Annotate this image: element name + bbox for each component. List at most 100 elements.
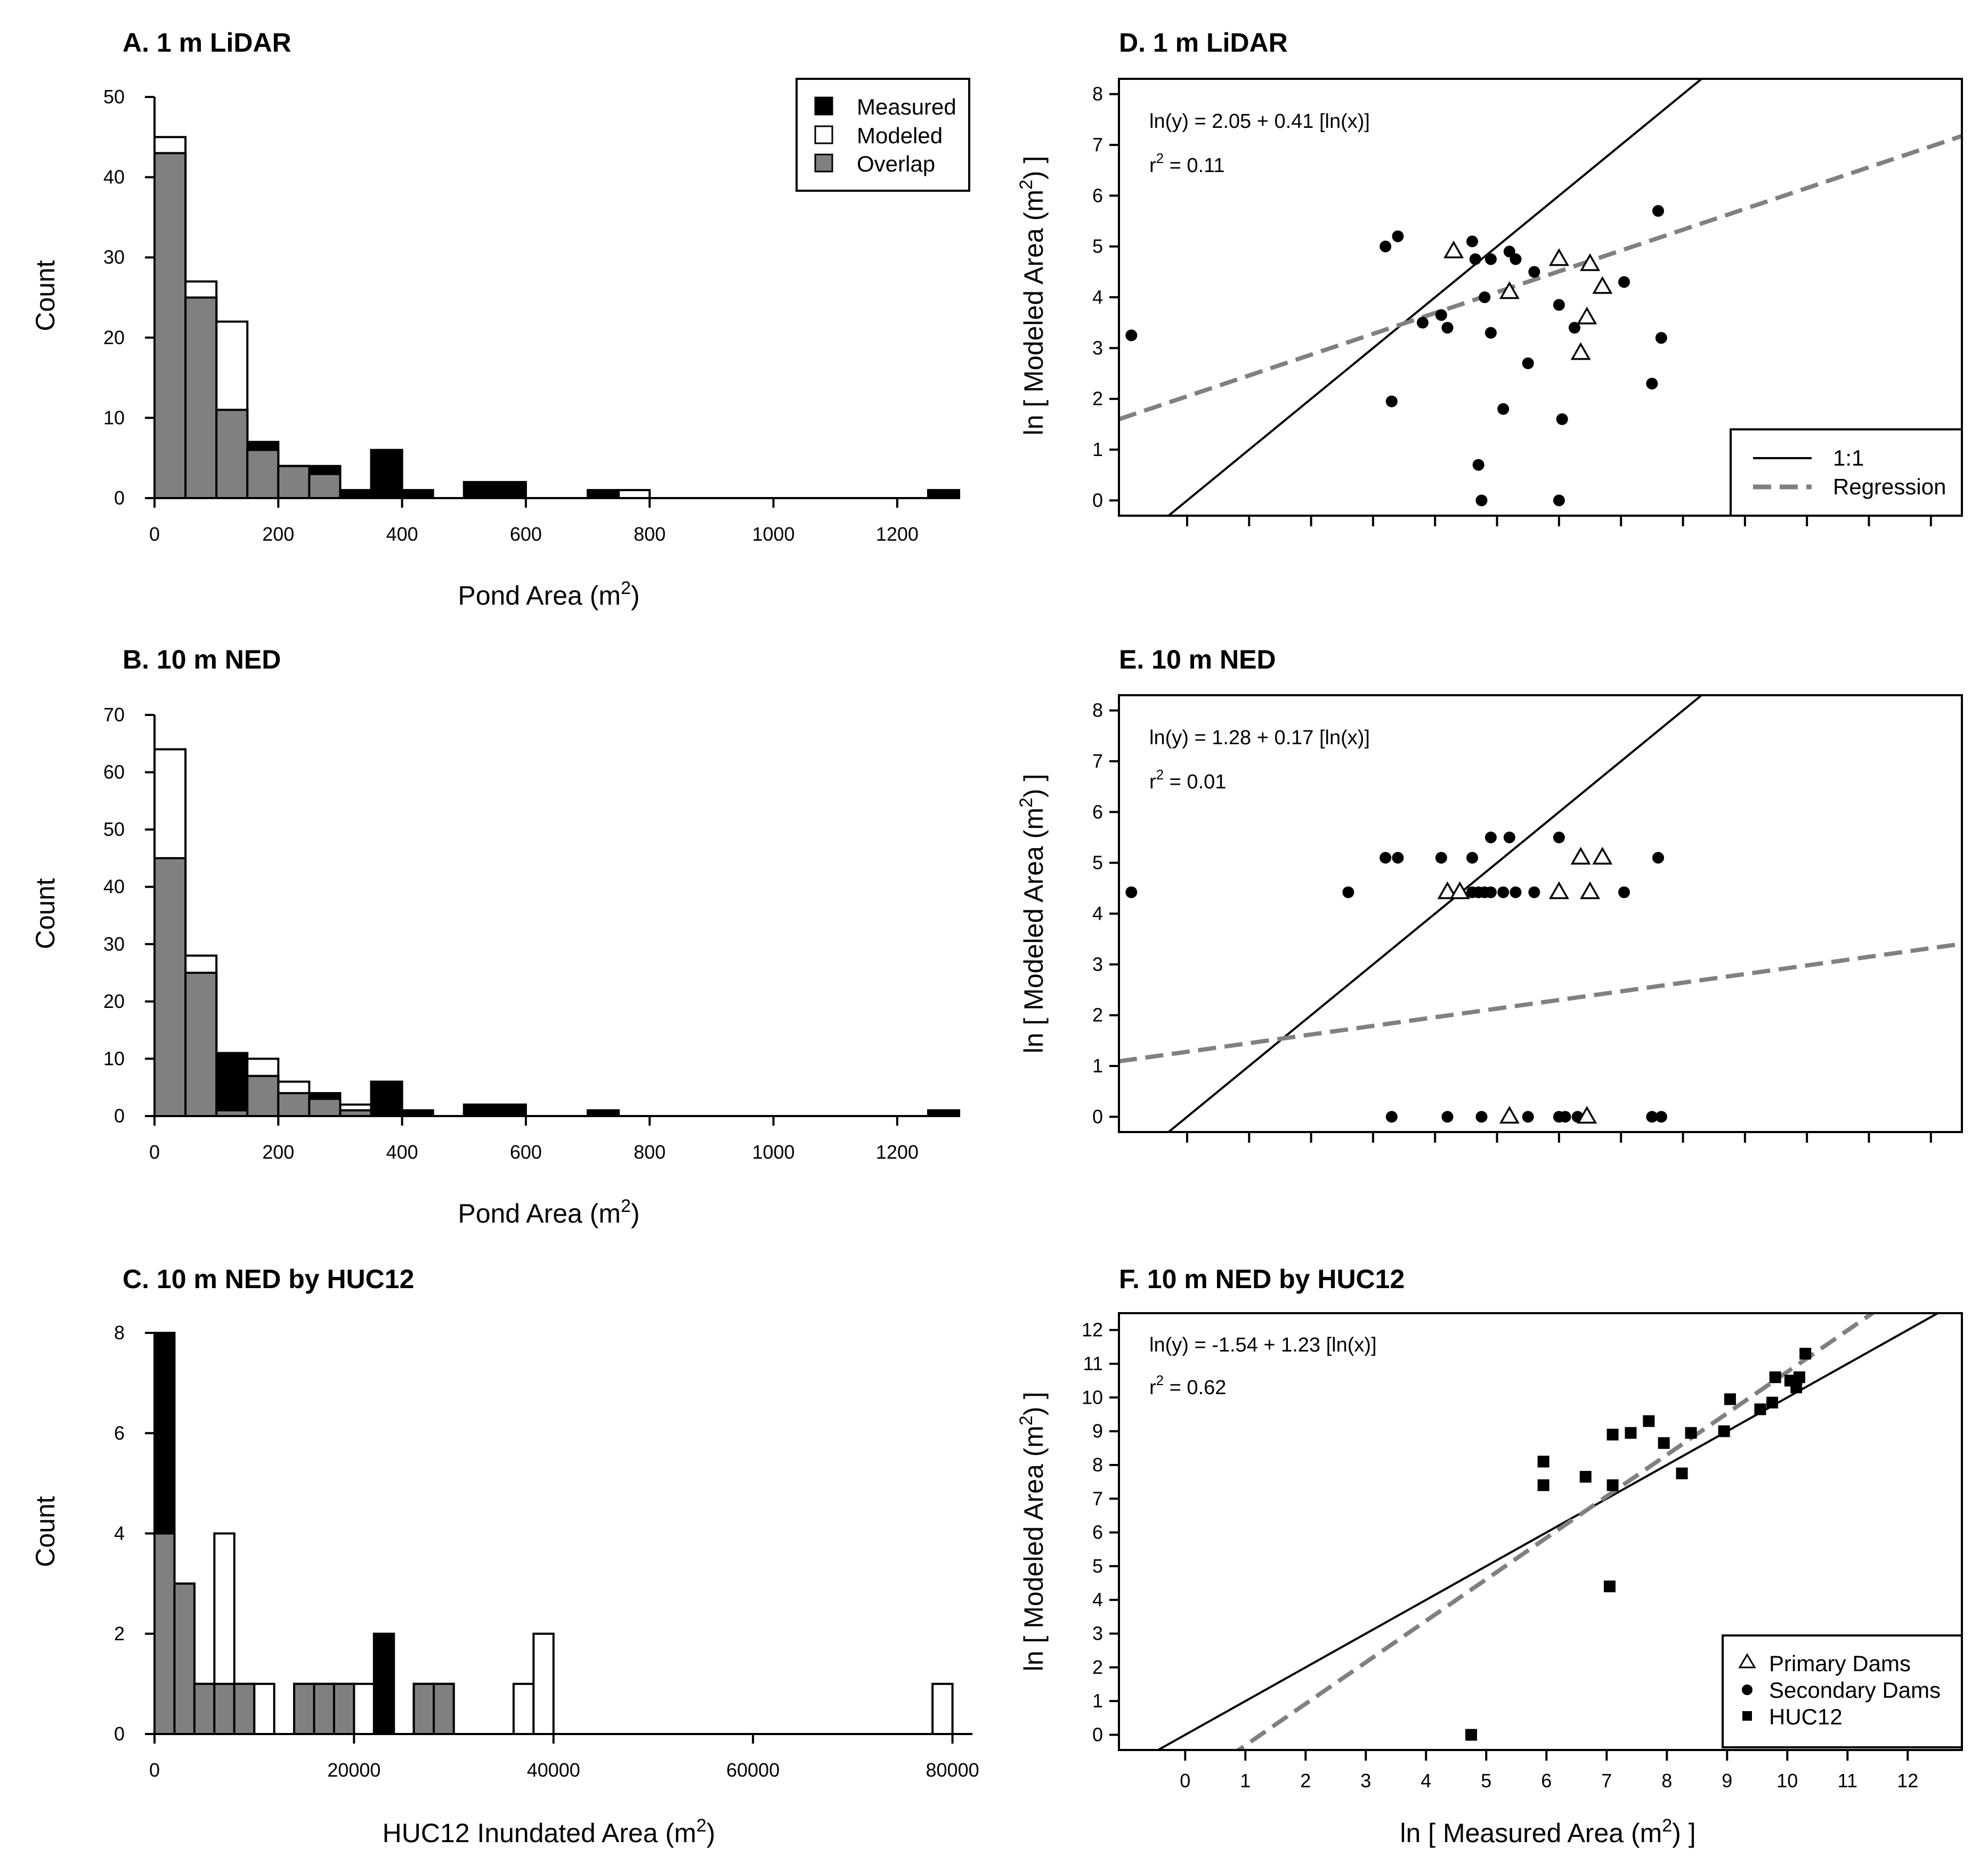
x-tick-label: 3 xyxy=(1360,1770,1371,1792)
secondary-dam-point xyxy=(1392,852,1404,864)
x-tick-label: 0 xyxy=(1180,1770,1190,1792)
secondary-dam-point xyxy=(1479,291,1491,303)
y-tick-label: 4 xyxy=(114,1523,125,1544)
huc12-point xyxy=(1685,1427,1697,1439)
secondary-dam-point xyxy=(1342,886,1354,898)
huc12-point xyxy=(1790,1381,1803,1394)
y-tick-label: 2 xyxy=(114,1623,125,1645)
bar-modeled xyxy=(253,1682,275,1735)
x-tick-label: 20000 xyxy=(327,1759,380,1781)
bar-overlap xyxy=(277,1092,311,1118)
x-tick-label: 60000 xyxy=(726,1759,780,1781)
bar-overlap xyxy=(277,465,311,500)
secondary-dam-point xyxy=(1553,831,1565,843)
y-tick-label: 3 xyxy=(1092,1623,1103,1645)
y-tick-label: 8 xyxy=(1092,1454,1103,1476)
panel-B-ylabel: Count xyxy=(30,878,60,949)
y-tick-label: 40 xyxy=(103,876,125,898)
secondary-dam-point xyxy=(1568,322,1580,334)
secondary-dam-point xyxy=(1559,1111,1571,1123)
secondary-dam-point xyxy=(1484,886,1497,898)
panel-A-legend: Measured Modeled Overlap xyxy=(796,78,970,192)
x-tick-label: 11 xyxy=(1838,1770,1857,1792)
one-to-one-line xyxy=(1166,79,1703,516)
y-tick-label: 2 xyxy=(1092,1656,1103,1678)
bar-measured xyxy=(401,489,434,500)
legend-regression-label: Regression xyxy=(1833,474,1946,499)
bar-overlap xyxy=(433,1682,455,1735)
panel-F-equation: ln(y) = -1.54 + 1.23 [ln(x)] xyxy=(1149,1334,1377,1356)
primary-dam-point xyxy=(1499,281,1520,299)
bar-overlap xyxy=(153,152,187,500)
secondary-dam-point xyxy=(1435,309,1447,321)
primary-dam-point xyxy=(1499,1105,1520,1124)
panel-A-xlabel: Pond Area (m2) xyxy=(458,578,639,611)
y-tick-label: 5 xyxy=(1092,852,1103,874)
panel-E-r2: r2 = 0.01 xyxy=(1149,767,1226,793)
secondary-dam-point xyxy=(1125,886,1138,898)
bar-overlap xyxy=(313,1682,335,1735)
panel-D-title: D. 1 m LiDAR xyxy=(1119,28,1288,58)
points xyxy=(1465,1347,1812,1741)
huc12-point xyxy=(1537,1455,1549,1468)
y-tick-label: 2 xyxy=(1092,388,1103,410)
huc12-point xyxy=(1793,1371,1805,1383)
secondary-dam-point xyxy=(1652,205,1665,217)
bar-overlap xyxy=(332,1682,355,1735)
huc12-point xyxy=(1766,1396,1779,1409)
panel-E-ylabel: ln [ Modeled Area (m2) ] xyxy=(1016,774,1049,1054)
x-tick-label: 4 xyxy=(1421,1770,1431,1792)
y-tick-label: 10 xyxy=(103,1047,125,1069)
bar-overlap xyxy=(213,1682,236,1735)
bar-overlap xyxy=(153,1532,176,1735)
bar-measured xyxy=(462,1103,496,1117)
huc12-point xyxy=(1754,1403,1766,1415)
legend-modeled-swatch xyxy=(814,125,833,144)
huc12-point xyxy=(1606,1479,1619,1491)
secondary-dam-point xyxy=(1385,395,1398,408)
panel-F-xlabel: ln [ Measured Area (m2) ] xyxy=(1400,1816,1695,1848)
x-tick-label: 400 xyxy=(386,1141,418,1163)
x-tick-label: 40000 xyxy=(527,1759,580,1781)
y-tick-label: 10 xyxy=(103,406,125,428)
legend-measured-swatch xyxy=(814,96,833,116)
secondary-dam-point xyxy=(1556,413,1568,425)
panel-E-plot: 0 1 2 3 4 5 6 7 8 xyxy=(1092,694,1963,1143)
x-tick-label: 800 xyxy=(634,1141,666,1163)
primary-dam-point xyxy=(1548,881,1569,899)
secondary-dam-point xyxy=(1472,459,1484,471)
y-tick-label: 5 xyxy=(1092,235,1103,257)
huc12-point xyxy=(1537,1479,1549,1491)
bar-modeled xyxy=(532,1632,555,1735)
y-tick-label: 50 xyxy=(103,818,125,840)
secondary-dam-point xyxy=(1392,230,1404,242)
bar-measured xyxy=(493,481,527,500)
panel-D-ylabel: ln [ Modeled Area (m2) ] xyxy=(1016,156,1049,436)
bar-overlap xyxy=(215,409,249,500)
y-tick-label: 20 xyxy=(103,327,125,348)
primary-dam-point xyxy=(1580,253,1601,271)
x-tick-label: 7 xyxy=(1601,1770,1612,1792)
bar-measured xyxy=(339,489,372,500)
y-tick-label: 30 xyxy=(103,933,125,955)
primary-dam-point xyxy=(1577,306,1597,324)
legend-modeled-label: Modeled xyxy=(857,123,943,148)
bar-overlap xyxy=(184,972,218,1117)
y-tick-label: 50 xyxy=(103,86,125,108)
legend-primary-dams-marker xyxy=(1738,1653,1756,1668)
fit-lines xyxy=(1119,79,1962,516)
x-tick-label: 10 xyxy=(1776,1770,1798,1792)
y-tick-label: 10 xyxy=(1082,1386,1103,1408)
huc12-point xyxy=(1465,1729,1478,1741)
secondary-dam-point xyxy=(1484,253,1497,265)
x-tick-label: 0 xyxy=(149,1141,160,1163)
bar-measured xyxy=(370,1080,403,1118)
x-tick-label: 8 xyxy=(1661,1770,1672,1792)
panel-A: A. 1 m LiDAR 0 200 400 600 800 1000 1200 0 10 20 3… xyxy=(30,28,970,611)
bar-overlap xyxy=(233,1682,256,1735)
plot-frame xyxy=(1118,694,1963,1133)
secondary-dam-point xyxy=(1618,886,1630,898)
bar-overlap xyxy=(153,857,187,1118)
y-tick-label: 40 xyxy=(103,166,125,188)
